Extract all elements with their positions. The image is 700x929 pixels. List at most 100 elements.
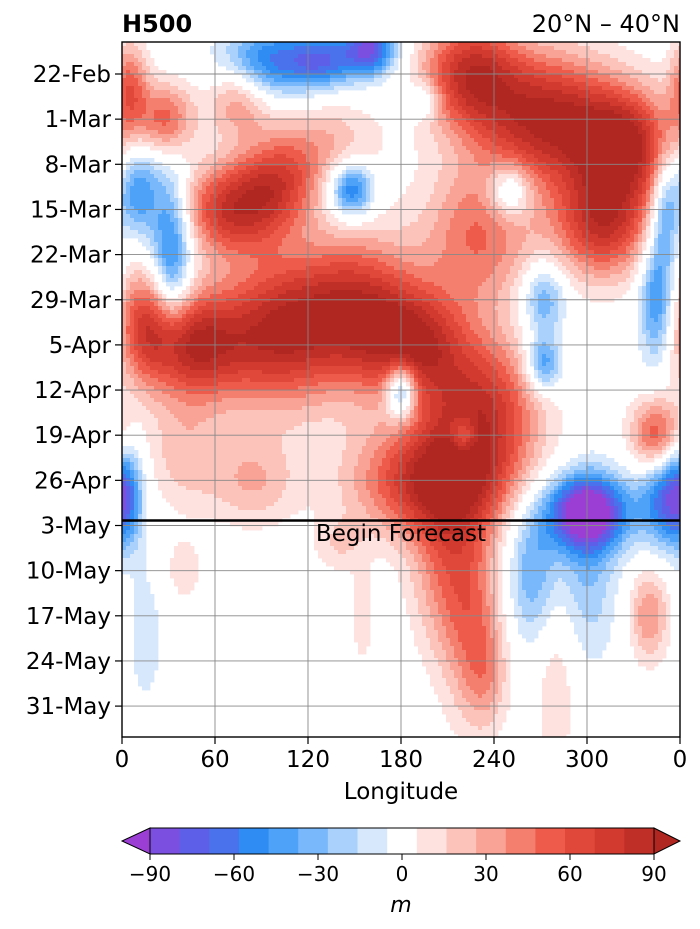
anomaly-cell [498,170,503,175]
anomaly-cell [266,158,271,163]
anomaly-cell [546,82,551,87]
anomaly-cell [658,70,663,75]
anomaly-cell [590,170,595,175]
anomaly-cell [678,170,680,175]
anomaly-cell [558,178,563,183]
anomaly-cell [426,50,431,55]
anomaly-cell [650,118,655,123]
anomaly-cell [226,158,231,163]
anomaly-cell [370,150,375,155]
anomaly-cell [270,66,275,71]
anomaly-cell [290,186,295,191]
anomaly-cell [182,150,187,155]
anomaly-cell [530,46,535,51]
anomaly-cell [358,150,363,155]
anomaly-cell [550,206,555,211]
anomaly-cell [150,170,155,175]
anomaly-cell [198,174,203,179]
anomaly-cell [434,158,439,163]
anomaly-cell [418,74,423,79]
anomaly-cell [570,94,575,99]
anomaly-cell [530,54,535,59]
anomaly-cell [670,150,675,155]
anomaly-cell [214,190,219,195]
anomaly-cell [554,66,559,71]
anomaly-cell [482,122,487,127]
anomaly-cell [678,62,680,67]
anomaly-cell [622,58,627,63]
anomaly-cell [454,50,459,55]
anomaly-cell [510,126,515,131]
anomaly-cell [470,122,475,127]
anomaly-cell [422,138,427,143]
anomaly-cell [486,74,491,79]
anomaly-cell [274,186,279,191]
anomaly-cell [162,110,167,115]
anomaly-cell [282,194,287,199]
anomaly-cell [514,86,519,91]
anomaly-cell [642,98,647,103]
anomaly-cell [638,190,643,195]
anomaly-cell [362,134,367,139]
anomaly-cell [642,198,647,203]
anomaly-cell [222,98,227,103]
anomaly-cell [578,130,583,135]
anomaly-cell [246,198,251,203]
anomaly-cell [586,110,591,115]
anomaly-cell [290,42,295,47]
anomaly-cell [486,58,491,63]
anomaly-cell [610,54,615,59]
anomaly-cell [426,82,431,87]
anomaly-cell [606,90,611,95]
anomaly-cell [466,174,471,179]
anomaly-cell [366,66,371,71]
anomaly-cell [162,194,167,199]
anomaly-cell [414,190,419,195]
anomaly-cell [610,118,615,123]
anomaly-cell [558,170,563,175]
anomaly-cell [462,114,467,119]
anomaly-cell [578,90,583,95]
anomaly-cell [414,130,419,135]
anomaly-cell [646,58,651,63]
anomaly-cell [238,62,243,67]
anomaly-cell [426,42,431,47]
anomaly-cell [174,142,179,147]
anomaly-cell [134,170,139,175]
anomaly-cell [218,122,223,127]
anomaly-cell [490,126,495,131]
anomaly-cell [218,62,223,67]
anomaly-cell [582,102,587,107]
anomaly-cell [322,78,327,83]
anomaly-cell [674,90,679,95]
anomaly-cell [338,86,343,91]
anomaly-cell [542,126,547,131]
anomaly-cell [422,82,427,87]
anomaly-cell [530,146,535,151]
anomaly-cell [538,90,543,95]
anomaly-cell [594,94,599,99]
anomaly-cell [638,114,643,119]
anomaly-cell [470,126,475,131]
anomaly-cell [334,122,339,127]
anomaly-cell [162,130,167,135]
anomaly-cell [362,142,367,147]
anomaly-cell [434,94,439,99]
anomaly-cell [286,78,291,83]
anomaly-cell [422,182,427,187]
anomaly-cell [242,102,247,107]
anomaly-cell [342,186,347,191]
anomaly-cell [510,166,515,171]
anomaly-cell [426,150,431,155]
anomaly-cell [482,50,487,55]
anomaly-cell [274,170,279,175]
anomaly-cell [638,154,643,159]
anomaly-cell [666,58,671,63]
anomaly-cell [142,194,147,199]
anomaly-cell [150,122,155,127]
anomaly-cell [594,62,599,67]
anomaly-cell [322,106,327,111]
anomaly-cell [218,94,223,99]
anomaly-cell [314,170,319,175]
anomaly-cell [278,198,283,203]
